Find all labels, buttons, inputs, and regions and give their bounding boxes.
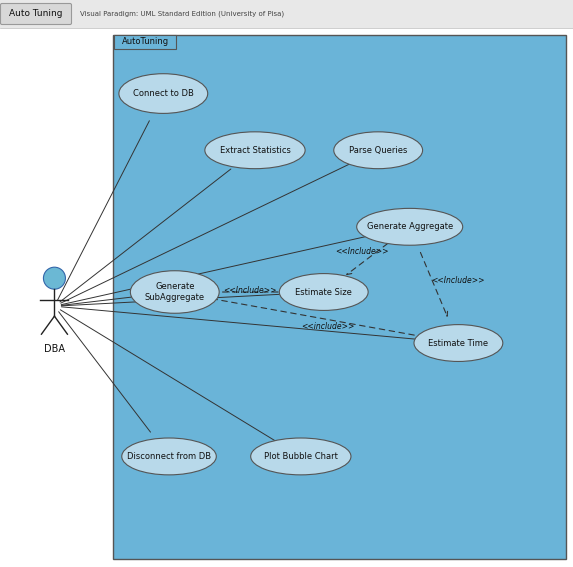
Text: Visual Paradigm: UML Standard Edition (University of Pisa): Visual Paradigm: UML Standard Edition (U… xyxy=(80,11,284,17)
FancyBboxPatch shape xyxy=(1,3,72,24)
FancyBboxPatch shape xyxy=(114,35,176,49)
Text: Extract Statistics: Extract Statistics xyxy=(219,146,291,155)
Ellipse shape xyxy=(119,74,207,113)
Text: Auto Tuning: Auto Tuning xyxy=(9,10,63,19)
Text: Estimate Size: Estimate Size xyxy=(295,287,352,297)
Text: Connect to DB: Connect to DB xyxy=(133,89,194,98)
Ellipse shape xyxy=(334,132,423,169)
Ellipse shape xyxy=(205,132,305,169)
Text: Parse Queries: Parse Queries xyxy=(349,146,407,155)
Text: DBA: DBA xyxy=(44,344,65,354)
Text: Generate Aggregate: Generate Aggregate xyxy=(367,222,453,231)
Ellipse shape xyxy=(356,209,463,246)
Text: Estimate Time: Estimate Time xyxy=(429,338,488,348)
Text: <<include>>: <<include>> xyxy=(301,321,355,331)
Text: Plot Bubble Chart: Plot Bubble Chart xyxy=(264,452,337,461)
Text: AutoTuning: AutoTuning xyxy=(121,37,168,46)
Bar xyxy=(0,0,573,28)
Ellipse shape xyxy=(121,438,217,475)
Text: <<Include>>: <<Include>> xyxy=(431,276,485,285)
Circle shape xyxy=(44,267,65,289)
Text: <<Include>>: <<Include>> xyxy=(223,286,277,295)
Text: <<Include>>: <<Include>> xyxy=(335,247,389,256)
Ellipse shape xyxy=(251,438,351,475)
Text: Generate
SubAggregate: Generate SubAggregate xyxy=(145,282,205,302)
Text: Disconnect from DB: Disconnect from DB xyxy=(127,452,211,461)
Ellipse shape xyxy=(130,271,219,313)
Ellipse shape xyxy=(414,324,503,362)
Bar xyxy=(113,35,566,559)
Ellipse shape xyxy=(280,274,368,311)
